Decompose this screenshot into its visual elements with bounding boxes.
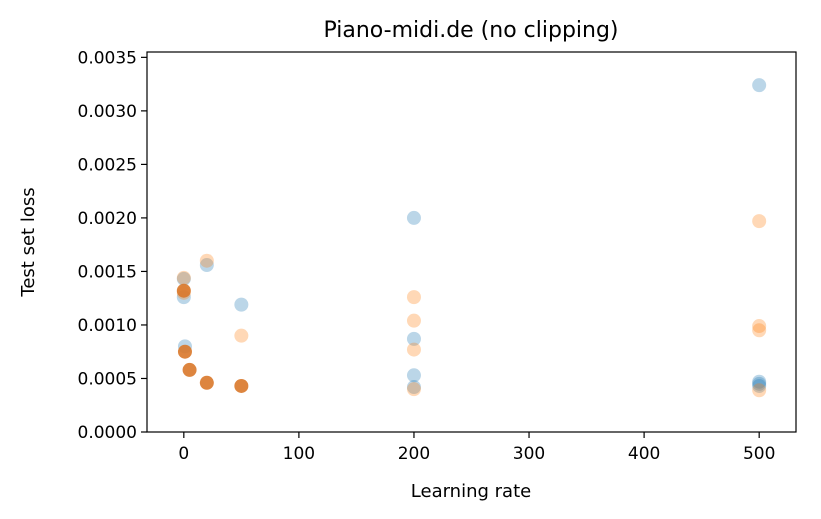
scatter-point-series-1 [752, 78, 767, 93]
scatter-point-series-1 [406, 331, 421, 346]
x-tick-label: 200 [398, 444, 430, 464]
scatter-point-series-1 [406, 210, 421, 225]
y-tick-label: 0.0015 [78, 262, 137, 282]
x-axis-ticks: 0 100 200 300 400 500 [178, 432, 775, 464]
scatter-point-series-1 [752, 378, 767, 393]
x-tick-label: 100 [283, 444, 315, 464]
x-tick-label: 300 [513, 444, 545, 464]
y-tick-label: 0.0030 [78, 102, 137, 122]
scatter-point-series-3 [177, 344, 192, 359]
scatter-point-series-2 [199, 253, 214, 268]
scatter-point-series-2 [176, 270, 191, 285]
chart-title: Piano-midi.de (no clipping) [323, 18, 618, 43]
y-tick-label: 0.0025 [78, 155, 137, 175]
scatter-point-series-1 [406, 368, 421, 383]
y-axis-ticks: 0.0000 0.0005 0.0010 0.0015 0.0020 0.0025 0.00… [78, 48, 147, 443]
points-layer [176, 78, 767, 398]
x-tick-label: 400 [628, 444, 660, 464]
y-tick-label: 0.0020 [78, 209, 137, 229]
y-tick-label: 0.0000 [78, 423, 137, 443]
y-tick-label: 0.0005 [78, 369, 137, 389]
scatter-point-series-3 [234, 378, 249, 393]
x-tick-label: 0 [178, 444, 189, 464]
scatter-point-series-3 [176, 283, 191, 298]
x-axis-label: Learning rate [411, 481, 531, 502]
y-axis-label: Test set loss [18, 187, 39, 297]
scatter-point-series-1 [406, 380, 421, 395]
scatter-point-series-2 [406, 342, 421, 357]
scatter-point-series-2 [752, 319, 767, 334]
scatter-point-series-1 [199, 258, 214, 273]
x-tick-label: 500 [743, 444, 775, 464]
y-tick-label: 0.0035 [78, 48, 137, 68]
scatter-point-series-2 [406, 382, 421, 397]
scatter-point-series-1 [176, 271, 191, 286]
scatter-point-series-3 [199, 375, 214, 390]
scatter-point-series-1 [752, 374, 767, 389]
scatter-point-series-1 [234, 297, 249, 312]
scatter-point-series-2 [406, 313, 421, 328]
scatter-point-series-1 [752, 376, 767, 391]
scatter-point-series-2 [752, 214, 767, 229]
scatter-point-series-2 [752, 383, 767, 398]
y-tick-label: 0.0010 [78, 316, 137, 336]
scatter-point-series-2 [406, 290, 421, 305]
plot-frame [146, 51, 797, 433]
scatter-point-series-2 [752, 323, 767, 338]
scatter-point-series-3 [182, 362, 197, 377]
scatter-point-series-2 [234, 328, 249, 343]
